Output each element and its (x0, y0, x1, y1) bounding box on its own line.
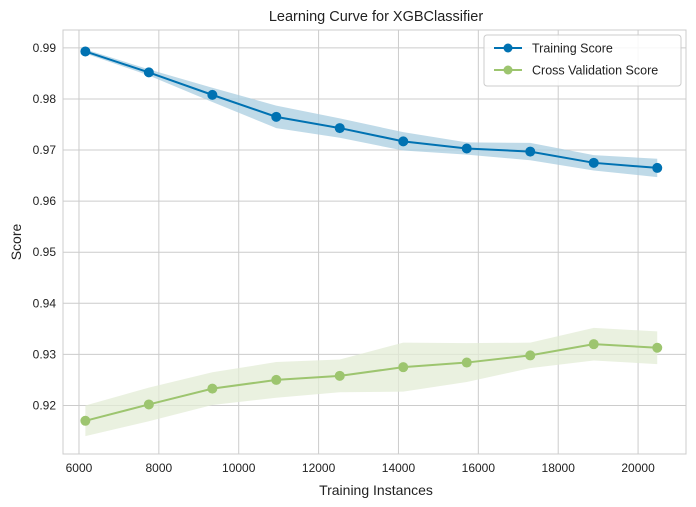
point-training (334, 123, 345, 134)
y-tick-label: 0.93 (33, 347, 57, 361)
y-tick-label: 0.97 (33, 143, 57, 157)
y-tick-labels: 0.92 0.93 0.94 0.95 0.96 0.97 0.98 0.99 (33, 41, 57, 413)
confidence-bands (85, 49, 658, 437)
line-training (85, 50, 658, 169)
point-cv (398, 362, 409, 373)
point-training (525, 146, 536, 157)
legend: Training Score Cross Validation Score (483, 34, 682, 87)
x-axis-label: Training Instances (319, 482, 433, 498)
point-cv (271, 374, 282, 385)
point-training (143, 67, 154, 78)
point-training (588, 157, 599, 168)
x-tick-label: 10000 (222, 461, 256, 475)
point-training (80, 46, 91, 57)
y-tick-label: 0.95 (33, 245, 57, 259)
legend-marker-cv (503, 65, 513, 75)
y-tick-label: 0.92 (33, 398, 57, 412)
point-training (271, 111, 282, 122)
y-axis-label: Score (8, 224, 24, 261)
x-tick-label: 8000 (145, 461, 172, 475)
band-training (85, 49, 658, 178)
x-tick-label: 14000 (382, 461, 416, 475)
legend-box (483, 34, 682, 87)
point-training (398, 136, 409, 147)
point-cv (652, 342, 663, 353)
legend-label-cv: Cross Validation Score (532, 64, 658, 78)
series-points (80, 46, 663, 426)
x-tick-label: 20000 (621, 461, 655, 475)
chart-title: Learning Curve for XGBClassifier (269, 9, 484, 25)
point-cv (207, 383, 218, 394)
band-cv (85, 327, 658, 437)
point-training (207, 89, 218, 100)
x-tick-label: 18000 (542, 461, 576, 475)
x-tick-label: 12000 (302, 461, 336, 475)
point-cv (143, 399, 154, 410)
point-training (461, 143, 472, 154)
point-cv (334, 370, 345, 381)
y-tick-label: 0.96 (33, 194, 57, 208)
point-training (652, 162, 663, 173)
point-cv (80, 415, 91, 426)
x-tick-labels: 6000 8000 10000 12000 14000 16000 18000 20000 (66, 461, 655, 475)
x-tick-label: 6000 (66, 461, 93, 475)
x-tick-label: 16000 (462, 461, 496, 475)
y-tick-label: 0.99 (33, 41, 57, 55)
y-tick-label: 0.94 (33, 296, 57, 310)
legend-marker-training (503, 43, 513, 53)
point-cv (461, 357, 472, 368)
y-tick-label: 0.98 (33, 92, 57, 106)
point-cv (525, 350, 536, 361)
legend-label-training: Training Score (532, 42, 613, 56)
point-cv (588, 339, 599, 350)
series-lines (85, 50, 658, 422)
line-cv (85, 343, 658, 422)
